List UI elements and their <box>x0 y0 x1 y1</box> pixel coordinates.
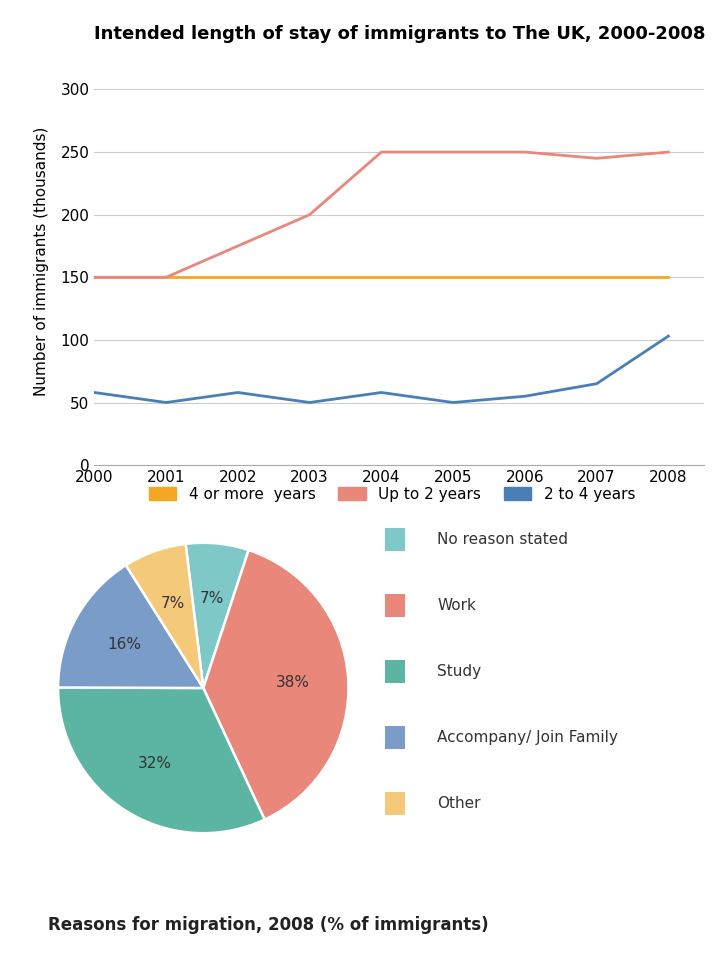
Text: 7%: 7% <box>200 591 224 606</box>
FancyBboxPatch shape <box>385 594 405 617</box>
Text: Study: Study <box>437 664 481 679</box>
Wedge shape <box>203 550 348 820</box>
FancyBboxPatch shape <box>385 792 405 815</box>
FancyBboxPatch shape <box>385 528 405 551</box>
Text: No reason stated: No reason stated <box>437 532 568 547</box>
Text: Intended length of stay of immigrants to The UK, 2000-2008: Intended length of stay of immigrants to… <box>94 24 706 43</box>
FancyBboxPatch shape <box>385 660 405 683</box>
FancyBboxPatch shape <box>385 726 405 749</box>
Text: 32%: 32% <box>138 757 172 771</box>
Text: Work: Work <box>437 598 476 613</box>
Y-axis label: Number of immigrants (thousands): Number of immigrants (thousands) <box>34 127 49 396</box>
Text: Accompany/ Join Family: Accompany/ Join Family <box>437 730 618 745</box>
Text: Other: Other <box>437 796 481 811</box>
Wedge shape <box>126 544 203 688</box>
Text: 38%: 38% <box>276 675 310 690</box>
Legend: 4 or more  years, Up to 2 years, 2 to 4 years: 4 or more years, Up to 2 years, 2 to 4 y… <box>149 486 635 502</box>
Text: 16%: 16% <box>107 637 142 652</box>
Text: 7%: 7% <box>161 596 185 610</box>
Wedge shape <box>58 565 203 688</box>
Text: Reasons for migration, 2008 (% of immigrants): Reasons for migration, 2008 (% of immigr… <box>49 917 489 934</box>
Wedge shape <box>186 543 248 688</box>
Wedge shape <box>58 687 265 833</box>
